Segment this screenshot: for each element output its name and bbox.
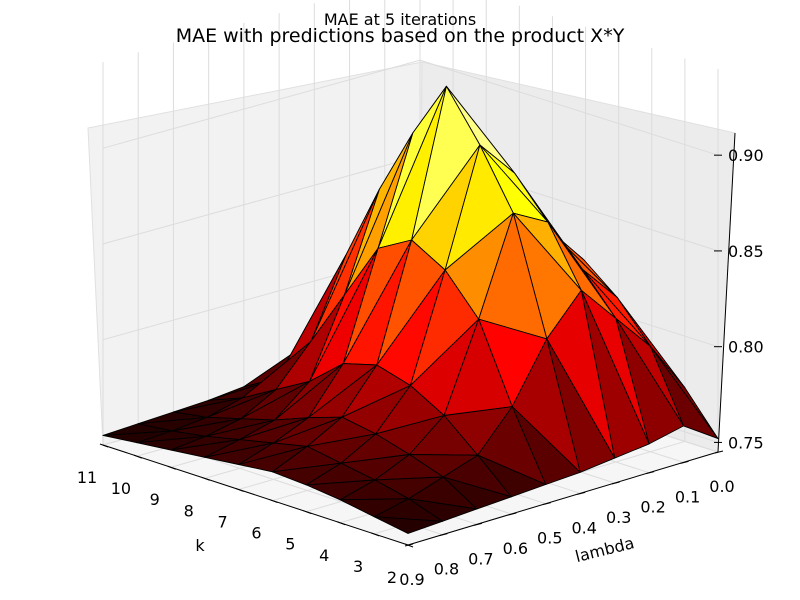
y-tick [542,502,551,506]
z-tick-label: 0.80 [728,338,764,357]
y-tick-label: 0.3 [606,508,631,527]
y-tick [577,491,586,495]
y-tick-label: 0.8 [434,560,459,579]
x-tick [235,487,244,492]
x-tick [269,499,278,504]
x-tick [167,465,176,470]
x-tick-label: 8 [184,501,194,520]
y-tick [508,512,517,516]
y-tick-label: 0.1 [675,487,700,506]
x-axis-line [102,444,409,546]
y-axis-label: lambda [573,533,636,566]
z-tick-label: 0.90 [728,146,764,165]
y-tick-label: 0.5 [537,529,562,548]
y-tick [439,533,448,537]
x-tick-label: 11 [77,468,97,487]
y-tick [611,481,620,485]
y-tick [473,522,483,526]
x-axis-label: k [195,536,205,555]
surface-mesh [102,85,719,534]
y-tick-label: 0.9 [399,570,424,589]
y-tick-label: 0.2 [640,498,665,517]
y-axis-line [407,451,719,546]
figure-suptitle: MAE at 5 iterations [324,10,476,29]
x-tick-label: 5 [285,535,295,554]
x-tick [370,532,380,537]
y-tick-label: 0.0 [709,477,734,496]
x-tick-label: 3 [353,557,363,576]
x-tick [99,443,109,448]
y-tick [645,471,655,475]
x-tick [133,454,143,459]
chart-title: MAE with predictions based on the produc… [176,25,625,47]
y-tick-label: 0.6 [503,539,528,558]
x-tick-label: 10 [111,479,131,498]
z-tick-label: 0.75 [728,433,764,452]
surface-facet [373,516,443,534]
x-tick-label: 7 [217,512,227,531]
grid-line-mae [102,59,719,156]
axis-lines [99,132,736,548]
y-tick [404,543,414,547]
y-tick-label: 0.7 [468,549,493,568]
x-tick-label: 2 [387,568,397,587]
x-tick [337,521,346,526]
z-tick-label: 0.85 [728,242,764,261]
x-tick-label: 4 [319,546,329,565]
y-tick [680,460,689,464]
x-tick [201,476,210,481]
x-tick-label: 9 [150,490,160,509]
y-tick-label: 0.4 [571,518,596,537]
x-tick-label: 6 [251,524,261,543]
y-tick [714,450,724,454]
z-axis-line [717,132,736,453]
x-tick [303,510,312,515]
